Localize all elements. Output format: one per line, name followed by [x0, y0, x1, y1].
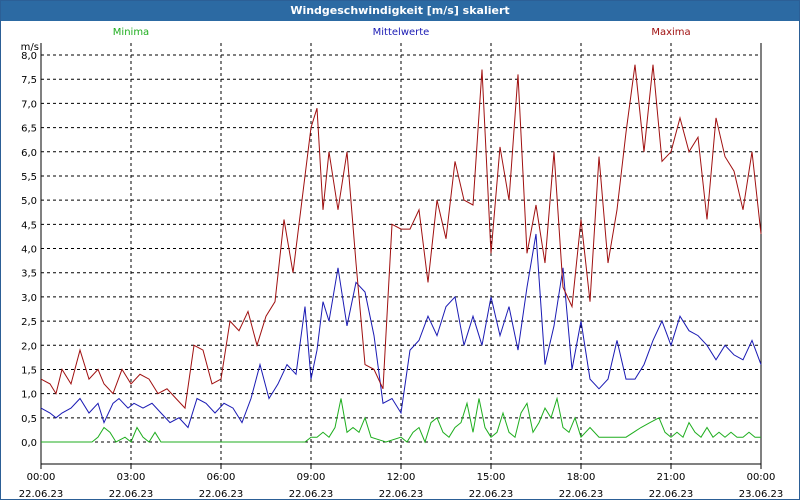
- y-tick-label: 7,5: [21, 75, 37, 86]
- chart-series: [40, 64, 762, 444]
- x-tick-date: 22.06.23: [379, 489, 424, 499]
- line-chart: 8,0 7,5 7,0 6,5 6,0 5,5 5,0 4,5 4,0 3,5 3,0 2,5 2,0 1…: [19, 27, 784, 499]
- y-tick-label: 0,5: [21, 414, 37, 425]
- x-tick-date: 22.06.23: [19, 489, 64, 499]
- legend-label-minima: Minima: [113, 27, 149, 38]
- x-tick-time: 21:00: [657, 472, 686, 483]
- series-line-maxima: [40, 64, 762, 410]
- y-tick-label: 5,0: [21, 196, 37, 207]
- y-tick-label: 2,0: [21, 341, 37, 352]
- x-tick-date: 22.06.23: [199, 489, 244, 499]
- series-line-mittelwerte: [40, 233, 762, 429]
- x-tick-time: 00:00: [747, 472, 776, 483]
- chart-grid: [41, 43, 761, 464]
- chart-labels: 8,0 7,5 7,0 6,5 6,0 5,5 5,0 4,5 4,0 3,5 3,0 2,5 2,0 1…: [19, 27, 784, 499]
- y-tick-label: 0,0: [21, 438, 37, 449]
- y-axis-unit: m/s: [21, 42, 39, 53]
- y-tick-label: 1,0: [21, 390, 37, 401]
- x-tick-date: 22.06.23: [289, 489, 334, 499]
- x-tick-date: 23.06.23: [739, 489, 784, 499]
- window-title: Windgeschwindigkeit [m/s] skaliert: [1, 1, 799, 21]
- x-tick-date: 22.06.23: [109, 489, 154, 499]
- x-tick-date: 22.06.23: [469, 489, 514, 499]
- y-tick-label: 7,0: [21, 99, 37, 110]
- x-tick-time: 00:00: [27, 472, 56, 483]
- y-tick-label: 3,5: [21, 269, 37, 280]
- x-tick-time: 12:00: [387, 472, 416, 483]
- x-tick-date: 22.06.23: [649, 489, 694, 499]
- y-tick-label: 3,0: [21, 293, 37, 304]
- legend-label-mittelwerte: Mittelwerte: [373, 27, 430, 38]
- y-tick-label: 2,5: [21, 317, 37, 328]
- y-tick-label: 4,5: [21, 220, 37, 231]
- y-tick-label: 1,5: [21, 365, 37, 376]
- y-tick-label: 8,0: [21, 51, 37, 62]
- y-tick-label: 4,0: [21, 245, 37, 256]
- x-tick-date: 22.06.23: [559, 489, 604, 499]
- y-tick-label: 6,5: [21, 124, 37, 135]
- x-tick-time: 09:00: [297, 472, 326, 483]
- legend-label-maxima: Maxima: [651, 27, 690, 38]
- x-tick-time: 18:00: [567, 472, 596, 483]
- x-tick-time: 03:00: [117, 472, 146, 483]
- series-line-minima: [41, 396, 761, 444]
- x-tick-time: 06:00: [207, 472, 236, 483]
- y-tick-label: 6,0: [21, 148, 37, 159]
- chart-axes: [40, 43, 762, 469]
- x-tick-time: 15:00: [477, 472, 506, 483]
- y-tick-label: 5,5: [21, 172, 37, 183]
